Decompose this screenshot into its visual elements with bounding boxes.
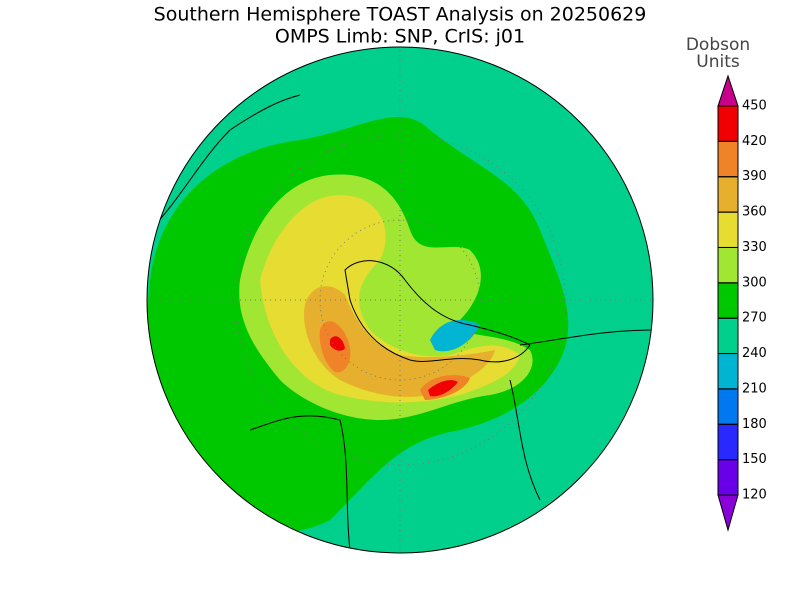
colorbar-segment — [717, 140, 739, 178]
subtitle: OMPS Limb: SNP, CrIS: j01 — [275, 26, 525, 48]
colorbar-segment — [717, 211, 739, 248]
colorbar-tick-label: 360 — [742, 205, 767, 220]
colorbar-tick-label: 450 — [742, 99, 767, 114]
colorbar-segment — [717, 282, 739, 319]
colorbar-label: Dobson — [686, 35, 750, 55]
colorbar-tick-label: 210 — [742, 381, 767, 396]
colorbar-segment — [717, 423, 739, 461]
colorbar-segment — [717, 246, 739, 284]
map — [147, 47, 653, 553]
colorbar-segment — [717, 105, 739, 142]
colorbar-tick-label: 420 — [742, 134, 767, 149]
ozone-zone-210 — [430, 320, 480, 352]
colorbar-tick-label: 150 — [742, 452, 767, 467]
coast — [149, 94, 301, 231]
colorbar-label: Units — [696, 52, 740, 72]
colorbar-tick-label: 120 — [742, 488, 767, 503]
colorbar-tick-label: 390 — [742, 169, 767, 184]
colorbar-segment — [717, 176, 739, 213]
coast — [509, 379, 541, 501]
colorbar-segment — [717, 459, 739, 496]
colorbar-segment — [717, 317, 739, 355]
colorbar-segment — [717, 353, 739, 390]
colorbar-tick-label: 330 — [742, 240, 767, 255]
ozone-zone-360 — [304, 286, 495, 397]
colorbar-tick-label: 300 — [742, 275, 767, 290]
antarctica-coast — [344, 260, 531, 363]
colorbar-tick-label: 240 — [742, 346, 767, 361]
ozone-zone-390 — [319, 321, 470, 400]
globe-outline — [146, 46, 654, 554]
colorbar-tick-label: 270 — [742, 311, 767, 326]
ozone-zone-420 — [330, 336, 458, 397]
colorbar: 120 150 180 210 240 270 300 330 360 390 420 450 — [717, 74, 767, 532]
title: Southern Hemisphere TOAST Analysis on 20… — [154, 4, 647, 26]
colorbar-segment — [717, 388, 739, 425]
coast — [519, 329, 653, 346]
colorbar-tick-label: 180 — [742, 417, 767, 432]
coast — [249, 415, 351, 551]
